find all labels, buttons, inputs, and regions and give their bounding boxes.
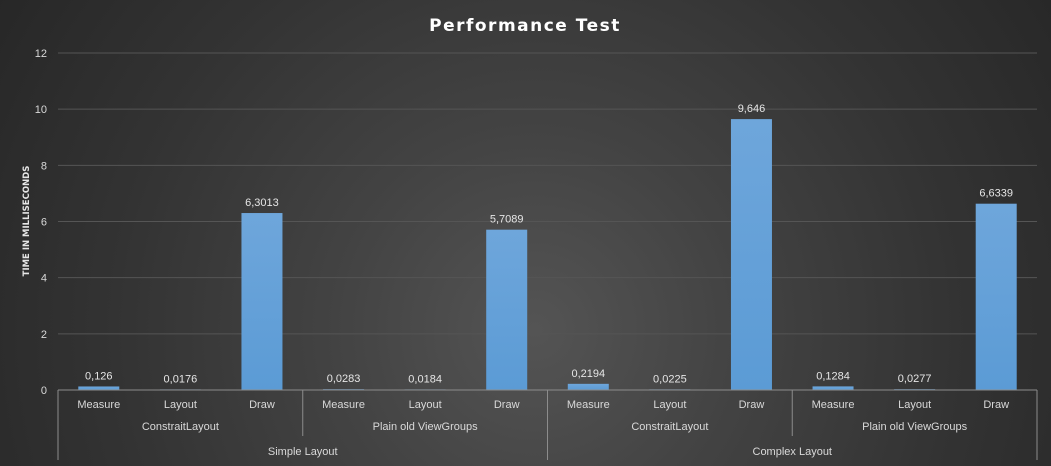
bar [812, 386, 854, 390]
supergroup-label: Complex Layout [753, 446, 833, 458]
data-label: 0,0225 [653, 373, 687, 385]
data-label: 0,0176 [164, 374, 198, 386]
x-category-label: Layout [409, 399, 442, 411]
y-tick-label: 4 [41, 273, 47, 285]
data-label: 5,7089 [490, 214, 524, 226]
x-category-label: Draw [249, 399, 275, 411]
x-category-label: Measure [567, 399, 610, 411]
y-tick-label: 8 [41, 160, 47, 172]
x-category-label: Layout [653, 399, 686, 411]
x-category-label: Layout [164, 399, 197, 411]
y-tick-label: 12 [35, 48, 47, 60]
data-label: 0,126 [85, 370, 113, 382]
y-tick-label: 6 [41, 217, 47, 229]
data-label: 6,3013 [245, 197, 279, 209]
group-label: ConstraitLayout [142, 421, 219, 433]
y-axis-title: TIME IN MILLISECONDS [22, 166, 32, 277]
group-label: ConstraitLayout [631, 421, 708, 433]
data-labels: 0,126 0,0176 6,3013 0,0283 0,0184 5,7089 0,219… [85, 103, 1013, 385]
x-category-label: Measure [812, 399, 855, 411]
data-label: 0,1284 [816, 370, 850, 382]
bar [486, 229, 528, 390]
bar [241, 213, 283, 390]
x-category-label: Draw [739, 399, 765, 411]
data-label: 0,0184 [408, 373, 442, 385]
x-category-label: Measure [322, 399, 365, 411]
y-tick-label: 2 [41, 329, 47, 341]
data-label: 0,0277 [898, 373, 932, 385]
y-tick-label: 0 [41, 385, 47, 397]
group-label: Plain old ViewGroups [373, 421, 478, 433]
x-category-label: Draw [494, 399, 520, 411]
y-tick-label: 10 [35, 104, 47, 116]
bar [975, 203, 1017, 390]
group-label: Plain old ViewGroups [862, 421, 967, 433]
data-label: 0,0283 [327, 373, 361, 385]
chart-title: Performance Test [429, 16, 621, 36]
supergroup-label: Simple Layout [268, 446, 338, 458]
bar [78, 386, 120, 390]
data-label: 6,6339 [979, 188, 1013, 200]
bar [567, 383, 609, 390]
x-category-label: Layout [898, 399, 931, 411]
data-label: 9,646 [738, 103, 766, 115]
gridlines [58, 52, 1037, 335]
bars [78, 119, 1017, 391]
bar [730, 119, 772, 391]
x-category-label: Draw [983, 399, 1009, 411]
data-label: 0,2194 [571, 368, 605, 380]
axes: 0 2 4 6 8 10 12 Measure Layout Draw Measure Layout D… [35, 48, 1038, 460]
x-category-label: Measure [77, 399, 120, 411]
